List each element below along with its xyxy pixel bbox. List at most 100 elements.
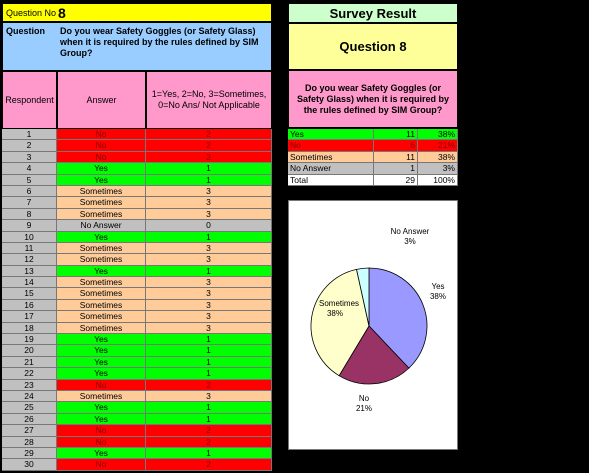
code-cell[interactable]: 1 — [146, 356, 272, 369]
answer-cell[interactable]: Yes — [57, 447, 146, 460]
code-cell[interactable]: 2 — [146, 379, 272, 391]
answer-cell[interactable]: Sometimes — [57, 197, 146, 209]
respondent-cell[interactable]: 9 — [2, 220, 57, 232]
respondent-cell[interactable]: 15 — [2, 288, 57, 300]
respondent-cell[interactable]: 8 — [2, 208, 57, 221]
respondent-cell[interactable]: 3 — [2, 151, 57, 164]
respondent-cell[interactable]: 6 — [2, 185, 57, 198]
code-cell[interactable]: 1 — [146, 334, 272, 346]
respondent-cell[interactable]: 24 — [2, 390, 57, 403]
code-cell[interactable]: 1 — [146, 174, 272, 186]
pie-chart[interactable]: Yes 38% No 21% Sometimes 38% No Answer 3% — [288, 200, 458, 450]
code-cell[interactable]: 2 — [146, 436, 272, 448]
answer-cell[interactable]: Yes — [57, 402, 146, 414]
answer-cell[interactable]: Yes — [57, 231, 146, 243]
code-cell[interactable]: 3 — [146, 197, 272, 209]
answer-cell[interactable]: No — [57, 379, 146, 391]
pie-slice-no-answer[interactable] — [356, 267, 370, 327]
respondent-cell[interactable]: 11 — [2, 242, 57, 255]
respondent-cell[interactable]: 27 — [2, 425, 57, 437]
pie-slice-no[interactable] — [338, 325, 410, 385]
summary-count[interactable]: 11 — [374, 151, 418, 164]
summary-count[interactable]: 11 — [374, 129, 418, 141]
answer-cell[interactable]: Sometimes — [57, 299, 146, 312]
code-cell[interactable]: 1 — [146, 368, 272, 380]
respondent-cell[interactable]: 14 — [2, 277, 57, 289]
code-cell[interactable]: 3 — [146, 311, 272, 323]
respondent-cell[interactable]: 26 — [2, 413, 57, 426]
code-cell[interactable]: 3 — [146, 299, 272, 312]
summary-percent[interactable]: 38% — [418, 151, 458, 164]
summary-label[interactable]: Yes — [288, 129, 374, 141]
answer-cell[interactable]: Sometimes — [57, 288, 146, 300]
pie-slice-sometimes[interactable] — [310, 268, 370, 377]
code-cell[interactable]: 2 — [146, 459, 272, 471]
respondent-cell[interactable]: 16 — [2, 299, 57, 312]
respondent-cell[interactable]: 23 — [2, 379, 57, 391]
code-cell[interactable]: 2 — [146, 425, 272, 437]
summary-count[interactable]: 29 — [374, 174, 418, 186]
header-respondent[interactable]: Respondent — [2, 71, 57, 129]
answer-cell[interactable]: Yes — [57, 345, 146, 357]
respondent-cell[interactable]: 10 — [2, 231, 57, 243]
pie-slice-yes[interactable] — [368, 267, 428, 369]
summary-label[interactable]: Sometimes — [288, 151, 374, 164]
survey-question-title[interactable]: Question 8 — [288, 23, 458, 70]
code-cell[interactable]: 3 — [146, 288, 272, 300]
answer-cell[interactable]: Yes — [57, 413, 146, 426]
summary-label[interactable]: Total — [288, 174, 374, 186]
code-cell[interactable]: 1 — [146, 402, 272, 414]
code-cell[interactable]: 2 — [146, 129, 272, 141]
respondent-cell[interactable]: 5 — [2, 174, 57, 186]
respondent-cell[interactable]: 13 — [2, 265, 57, 278]
answer-cell[interactable]: Sometimes — [57, 322, 146, 335]
question-text[interactable]: Do you wear Safety Goggles (or Safety Gl… — [60, 26, 259, 58]
survey-question-text[interactable]: Do you wear Safety Goggles (or Safety Gl… — [288, 70, 458, 128]
header-answer[interactable]: Answer — [57, 71, 146, 129]
answer-cell[interactable]: No — [57, 436, 146, 448]
code-cell[interactable]: 3 — [146, 242, 272, 255]
code-cell[interactable]: 0 — [146, 220, 272, 232]
answer-cell[interactable]: Sometimes — [57, 185, 146, 198]
code-cell[interactable]: 3 — [146, 208, 272, 221]
respondent-cell[interactable]: 2 — [2, 140, 57, 152]
answer-cell[interactable]: No — [57, 425, 146, 437]
summary-percent[interactable]: 38% — [418, 129, 458, 141]
answer-cell[interactable]: Sometimes — [57, 390, 146, 403]
answer-cell[interactable]: Yes — [57, 334, 146, 346]
respondent-cell[interactable]: 7 — [2, 197, 57, 209]
code-cell[interactable]: 3 — [146, 390, 272, 403]
survey-result-title[interactable]: Survey Result — [288, 3, 458, 23]
code-cell[interactable]: 3 — [146, 277, 272, 289]
respondent-cell[interactable]: 22 — [2, 368, 57, 380]
summary-label[interactable]: No — [288, 140, 374, 152]
answer-cell[interactable]: Sometimes — [57, 254, 146, 266]
answer-cell[interactable]: No — [57, 459, 146, 471]
answer-cell[interactable]: No — [57, 151, 146, 164]
respondent-cell[interactable]: 4 — [2, 163, 57, 175]
answer-cell[interactable]: Yes — [57, 368, 146, 380]
answer-cell[interactable]: No — [57, 129, 146, 141]
code-cell[interactable]: 1 — [146, 265, 272, 278]
answer-cell[interactable]: Yes — [57, 163, 146, 175]
header-code[interactable]: 1=Yes, 2=No, 3=Sometimes, 0=No Ans/ Not … — [146, 71, 272, 129]
code-cell[interactable]: 1 — [146, 447, 272, 460]
summary-percent[interactable]: 3% — [418, 163, 458, 175]
code-cell[interactable]: 3 — [146, 185, 272, 198]
answer-cell[interactable]: No — [57, 140, 146, 152]
respondent-cell[interactable]: 1 — [2, 129, 57, 141]
code-cell[interactable]: 2 — [146, 140, 272, 152]
respondent-cell[interactable]: 29 — [2, 447, 57, 460]
code-cell[interactable]: 1 — [146, 163, 272, 175]
respondent-cell[interactable]: 25 — [2, 402, 57, 414]
answer-cell[interactable]: Yes — [57, 174, 146, 186]
respondent-cell[interactable]: 12 — [2, 254, 57, 266]
respondent-cell[interactable]: 28 — [2, 436, 57, 448]
question-number[interactable]: 8 — [58, 5, 66, 21]
answer-cell[interactable]: Sometimes — [57, 208, 146, 221]
respondent-cell[interactable]: 30 — [2, 459, 57, 471]
code-cell[interactable]: 2 — [146, 151, 272, 164]
summary-count[interactable]: 1 — [374, 163, 418, 175]
respondent-cell[interactable]: 20 — [2, 345, 57, 357]
code-cell[interactable]: 1 — [146, 345, 272, 357]
